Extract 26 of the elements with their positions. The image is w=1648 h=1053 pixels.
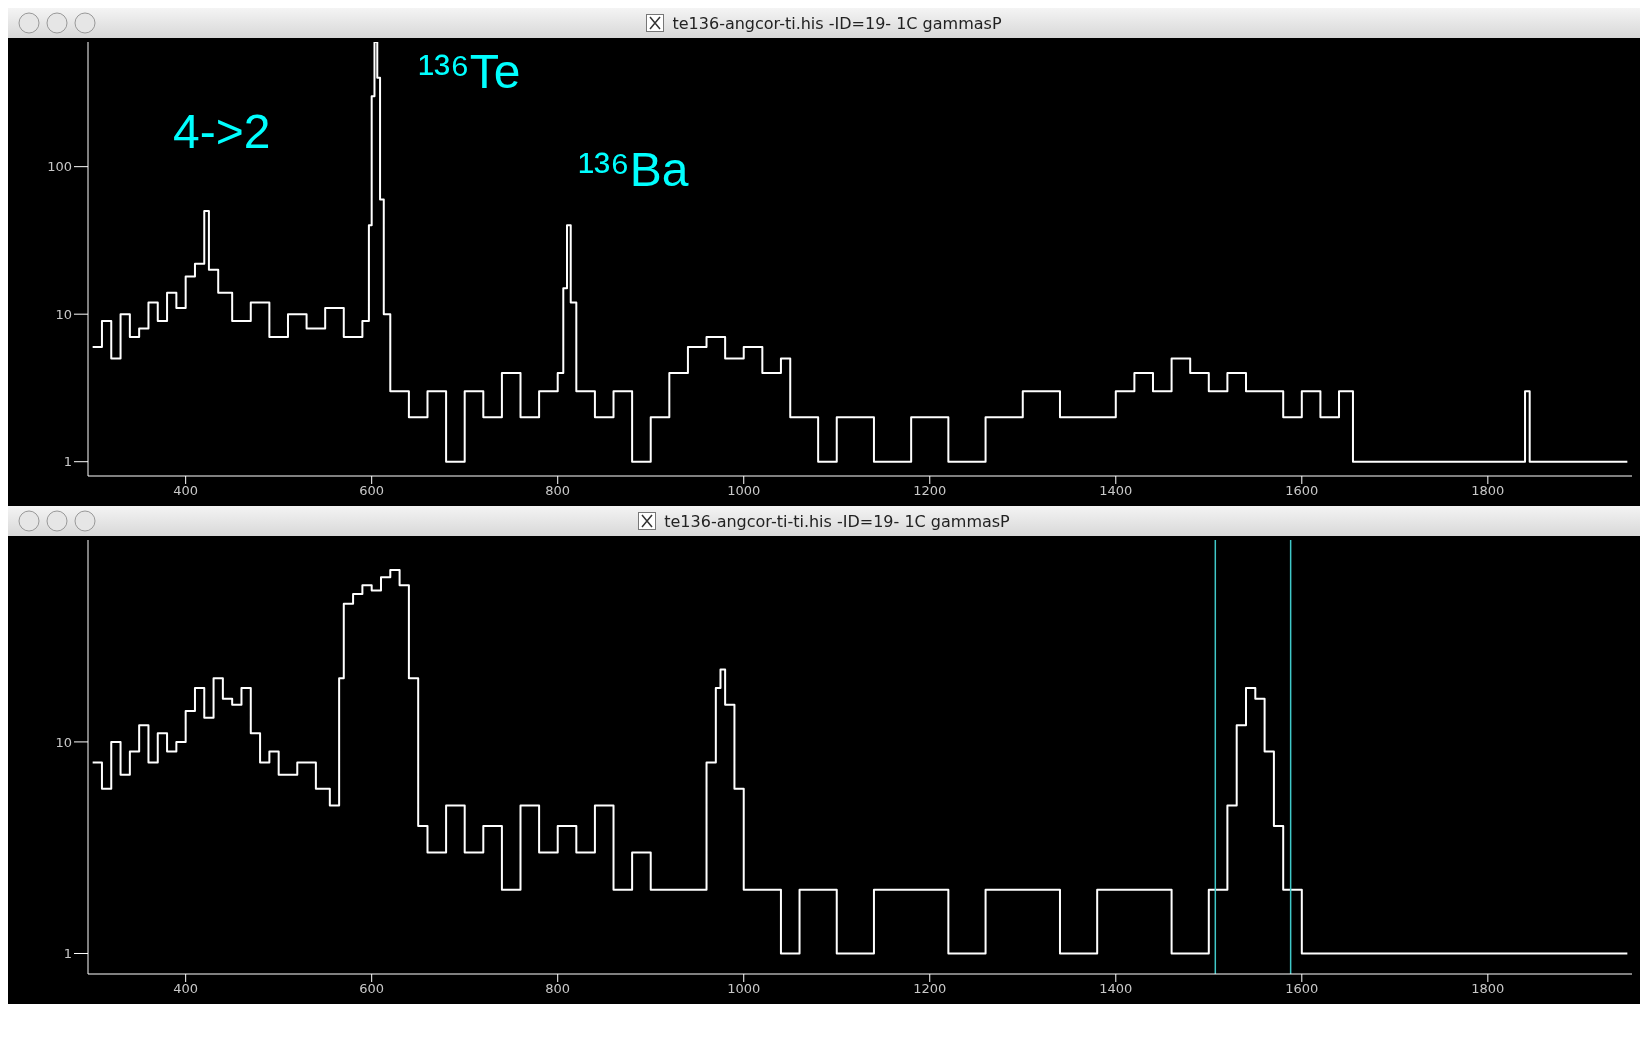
x-tick-label: 1000 <box>727 981 761 997</box>
x-tick-label: 1200 <box>913 981 947 997</box>
x-tick-label: 1600 <box>1285 981 1319 997</box>
x-tick-label: 1800 <box>1471 981 1505 997</box>
x-tick-label: 600 <box>359 981 385 997</box>
x-tick-label: 800 <box>545 981 571 997</box>
x-tick-label: 400 <box>173 483 199 499</box>
chart-title: te136-angcor-ti-ti.his -ID=19- 1C gammasP <box>664 511 1010 531</box>
annotation: ¹³⁶Ba <box>578 143 689 196</box>
x-tick-label: 400 <box>173 981 199 997</box>
y-tick-label: 1 <box>63 946 72 962</box>
x-tick-label: 1400 <box>1099 483 1133 499</box>
y-tick-label: 1 <box>63 454 72 470</box>
chart-title: te136-angcor-ti.his -ID=19- 1C gammasP <box>672 13 1002 33</box>
y-tick-label: 10 <box>55 734 72 750</box>
x-tick-label: 1000 <box>727 483 761 499</box>
x-tick-label: 600 <box>359 483 385 499</box>
x-tick-label: 1200 <box>913 483 947 499</box>
x-tick-label: 1600 <box>1285 483 1319 499</box>
y-tick-label: 10 <box>55 306 72 322</box>
annotation: 4->2 <box>173 105 271 158</box>
annotation: ¹³⁶Te <box>418 45 521 98</box>
y-tick-label: 100 <box>47 159 72 175</box>
x-tick-label: 1800 <box>1471 483 1505 499</box>
x-tick-label: 800 <box>545 483 571 499</box>
x-tick-label: 1400 <box>1099 981 1133 997</box>
